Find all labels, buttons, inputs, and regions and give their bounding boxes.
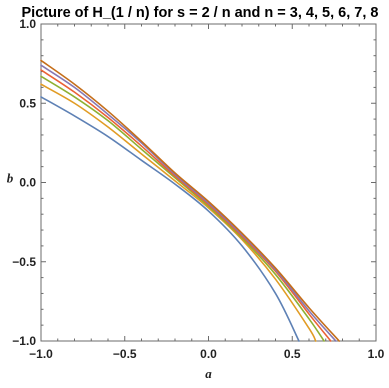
y-tick-label: −1.0 (12, 334, 36, 348)
x-tick-label: −0.5 (113, 347, 137, 361)
series-line-2 (40, 83, 317, 342)
series-lines (40, 59, 340, 342)
x-tick-label: 1.0 (368, 347, 385, 361)
series-line-4 (40, 69, 332, 342)
series-line-3 (40, 75, 325, 342)
tick-marks (40, 23, 377, 342)
x-tick-label: 0.0 (200, 347, 217, 361)
y-axis-label: b (7, 171, 14, 186)
series-line-5 (40, 64, 337, 342)
plot-frame (40, 23, 377, 342)
series-line-1 (40, 96, 300, 342)
y-tick-label: 0.5 (19, 96, 36, 110)
x-axis-label: a (205, 366, 212, 381)
x-tick-label: 0.5 (284, 347, 301, 361)
y-tick-label: −0.5 (12, 255, 36, 269)
y-tick-label: 1.0 (19, 17, 36, 31)
y-tick-label: 0.0 (19, 176, 36, 190)
tick-labels: −1.0 −0.5 0.0 0.5 1.0 −1.0 −0.5 0.0 0.5 1.0 (12, 17, 384, 361)
chart-title: Picture of H_(1 / n) for s = 2 / n and n… (22, 5, 379, 21)
x-tick-label: −1.0 (29, 347, 53, 361)
series-line-6 (40, 59, 340, 342)
